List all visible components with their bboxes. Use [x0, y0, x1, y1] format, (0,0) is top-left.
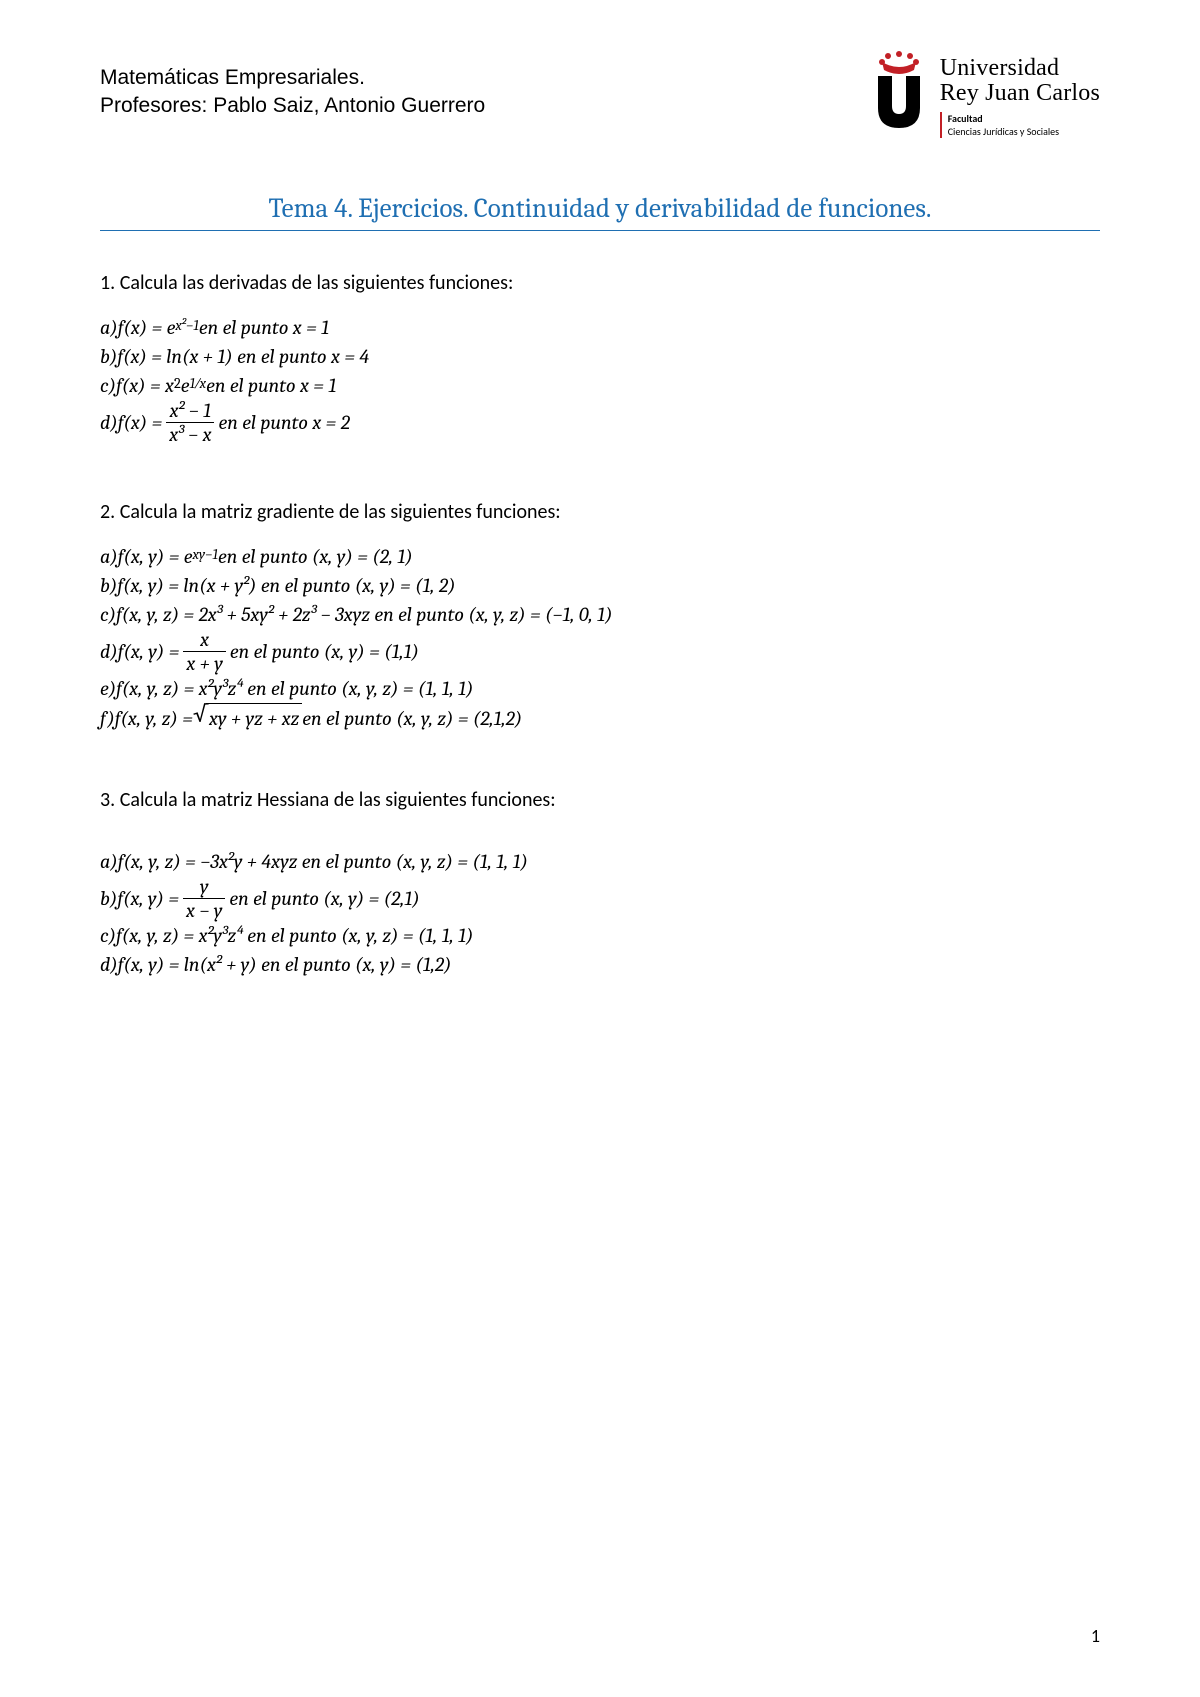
s1a-exp: x²−1: [175, 316, 199, 337]
section3-items: a) f(x, y, z) = −3x²y + 4xyz en el punto…: [100, 847, 1100, 979]
s2a-exp: xy−1: [193, 545, 219, 566]
section2-items: a) f(x, y) = exy−1 en el punto (x, y) = …: [100, 542, 1100, 733]
s2c-body: f(x, y, z) = 2x³ + 5xy² + 2z³ − 3xyz en …: [116, 600, 612, 629]
s2d-label: d): [100, 637, 118, 666]
s2-item-c: c) f(x, y, z) = 2x³ + 5xy² + 2z³ − 3xyz …: [100, 600, 1100, 629]
header-left: Matemáticas Empresariales. Profesores: P…: [100, 50, 485, 121]
s3b-label: b): [100, 884, 117, 913]
s2a-tail: en el punto (x, y) = (2, 1): [218, 542, 413, 571]
s3-item-c: c) f(x, y, z) = x²y³z⁴ en el punto (x, y…: [100, 921, 1100, 950]
header-logo-block: Universidad Rey Juan Carlos Facultad Cie…: [870, 50, 1100, 138]
faculty-line2: Ciencias Jurídicas y Sociales: [948, 125, 1100, 138]
s3c-body: f(x, y, z) = x²y³z⁴ en el punto (x, y, z…: [116, 921, 473, 950]
s2-item-d: d) f(x, y) = x x + y en el punto (x, y) …: [100, 629, 1100, 674]
s2d-pre: f(x, y) =: [118, 637, 180, 666]
s1b-label: b): [100, 342, 117, 371]
s2-item-a: a) f(x, y) = exy−1 en el punto (x, y) = …: [100, 542, 1100, 571]
s2f-pre: f(x, y, z) =: [115, 704, 193, 733]
s3a-label: a): [100, 847, 118, 876]
s2f-sqrt: √ xy + yz + xz: [193, 703, 302, 733]
s1d-num: x² − 1: [167, 400, 214, 422]
s1c-tail: en el punto x = 1: [206, 371, 336, 400]
professors: Profesores: Pablo Saiz, Antonio Guerrero: [100, 92, 485, 120]
s1d-tail: en el punto x = 2: [218, 408, 349, 437]
page-number: 1: [1091, 1625, 1100, 1647]
s3b-pre: f(x, y) =: [117, 884, 179, 913]
s2e-label: e): [100, 674, 116, 703]
s1c-sup1: 2: [174, 374, 181, 395]
s2c-label: c): [100, 600, 116, 629]
faculty-block: Facultad Ciencias Jurídicas y Sociales: [940, 112, 1100, 138]
s1-item-d: d) f(x) = x² − 1 x³ − x en el punto x = …: [100, 400, 1100, 445]
s1a-label: a): [100, 313, 118, 342]
course-title: Matemáticas Empresariales.: [100, 64, 485, 92]
urjc-logo-icon: [870, 50, 928, 130]
s2e-body: f(x, y, z) = x²y³z⁴ en el punto (x, y, z…: [116, 674, 473, 703]
page: Matemáticas Empresariales. Profesores: P…: [0, 0, 1200, 1697]
s2d-den: x + y: [183, 651, 226, 674]
section3-heading: 3. Calcula la matriz Hessiana de las sig…: [100, 788, 1100, 812]
section1-heading: 1. Calcula las derivadas de las siguient…: [100, 271, 1100, 295]
s1a-tail: en el punto x = 1: [199, 313, 329, 342]
s2d-fraction: x x + y: [183, 629, 226, 674]
s1-item-a: a) f(x) = ex²−1 en el punto x = 1: [100, 313, 1100, 342]
s1d-den: x³ − x: [166, 422, 214, 445]
s2-item-f: f) f(x, y, z) = √ xy + yz + xz en el pun…: [100, 703, 1100, 733]
s1c-sup2: 1⁄x: [189, 374, 206, 395]
s1a-fn: f(x) = e: [118, 313, 176, 342]
s3b-fraction: y x − y: [183, 876, 225, 921]
s2a-label: a): [100, 542, 118, 571]
sqrt-icon: √: [193, 704, 208, 734]
s2a-pre: f(x, y) = e: [118, 542, 193, 571]
s2f-tail: en el punto (x, y, z) = (2,1,2): [302, 704, 522, 733]
s2b-body: f(x, y) = ln(x + y²) en el punto (x, y) …: [117, 571, 455, 600]
s1c-mid: e: [181, 371, 190, 400]
s1-item-c: c) f(x) = x2e1⁄x en el punto x = 1: [100, 371, 1100, 400]
s3b-den: x − y: [183, 898, 225, 921]
s1d-fraction: x² − 1 x³ − x: [166, 400, 214, 445]
s3-item-a: a) f(x, y, z) = −3x²y + 4xyz en el punto…: [100, 847, 1100, 876]
s3c-label: c): [100, 921, 116, 950]
s1b-body: f(x) = ln(x + 1) en el punto x = 4: [117, 342, 369, 371]
document-title: Tema 4. Ejercicios. Continuidad y deriva…: [100, 193, 1100, 231]
s1c-label: c): [100, 371, 116, 400]
s2d-num: x: [197, 629, 212, 651]
s2-item-b: b) f(x, y) = ln(x + y²) en el punto (x, …: [100, 571, 1100, 600]
s2b-label: b): [100, 571, 117, 600]
s1c-pre: f(x) = x: [116, 371, 174, 400]
page-header: Matemáticas Empresariales. Profesores: P…: [100, 50, 1100, 138]
s2f-label: f): [100, 704, 115, 733]
section2-heading: 2. Calcula la matriz gradiente de las si…: [100, 500, 1100, 524]
s3b-num: y: [197, 876, 212, 898]
university-name-2: Rey Juan Carlos: [940, 81, 1100, 106]
s3a-body: f(x, y, z) = −3x²y + 4xyz en el punto (x…: [118, 847, 528, 876]
s3-item-d: d) f(x, y) = ln(x² + y) en el punto (x, …: [100, 950, 1100, 979]
s1d-pre: f(x) =: [118, 408, 163, 437]
university-name-1: Universidad: [940, 56, 1100, 81]
logo-text: Universidad Rey Juan Carlos Facultad Cie…: [940, 50, 1100, 138]
s3b-tail: en el punto (x, y) = (2,1): [229, 884, 419, 913]
s2f-rad: xy + yz + xz: [206, 703, 302, 733]
s3d-label: d): [100, 950, 118, 979]
s3d-body: f(x, y) = ln(x² + y) en el punto (x, y) …: [118, 950, 452, 979]
s1-item-b: b) f(x) = ln(x + 1) en el punto x = 4: [100, 342, 1100, 371]
s1d-label: d): [100, 408, 118, 437]
s3-item-b: b) f(x, y) = y x − y en el punto (x, y) …: [100, 876, 1100, 921]
section1-items: a) f(x) = ex²−1 en el punto x = 1 b) f(x…: [100, 313, 1100, 445]
s2d-tail: en el punto (x, y) = (1,1): [230, 637, 419, 666]
faculty-line1: Facultad: [948, 112, 1100, 125]
s2-item-e: e) f(x, y, z) = x²y³z⁴ en el punto (x, y…: [100, 674, 1100, 703]
